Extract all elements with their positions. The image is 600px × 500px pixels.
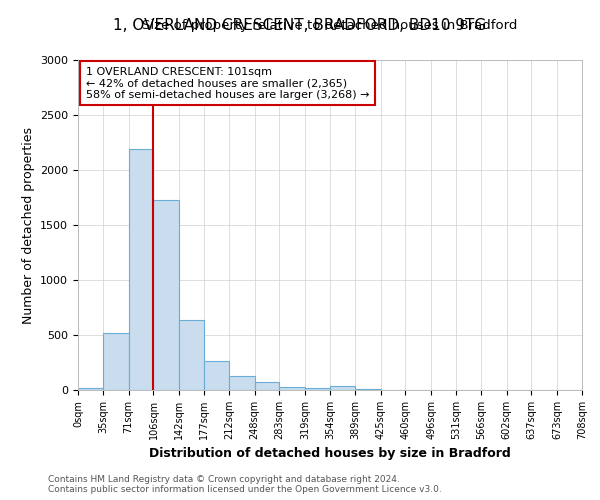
Bar — [128, 149, 154, 390]
Bar — [229, 376, 254, 390]
Title: Size of property relative to detached houses in Bradford: Size of property relative to detached ho… — [142, 20, 518, 32]
X-axis label: Distribution of detached houses by size in Bradford: Distribution of detached houses by size … — [149, 448, 511, 460]
Bar — [179, 320, 204, 390]
Text: 1 OVERLAND CRESCENT: 101sqm
← 42% of detached houses are smaller (2,365)
58% of : 1 OVERLAND CRESCENT: 101sqm ← 42% of det… — [86, 66, 369, 100]
Bar — [103, 333, 128, 390]
Bar — [280, 387, 305, 390]
Bar — [330, 386, 355, 390]
Bar — [154, 200, 179, 390]
Bar — [254, 382, 280, 390]
Text: 1, OVERLAND CRESCENT, BRADFORD, BD10 9TG: 1, OVERLAND CRESCENT, BRADFORD, BD10 9TG — [113, 18, 487, 32]
Bar — [78, 388, 103, 390]
Text: Contains HM Land Registry data © Crown copyright and database right 2024.
Contai: Contains HM Land Registry data © Crown c… — [48, 474, 442, 494]
Bar — [305, 388, 330, 390]
Y-axis label: Number of detached properties: Number of detached properties — [22, 126, 35, 324]
Bar — [204, 362, 229, 390]
